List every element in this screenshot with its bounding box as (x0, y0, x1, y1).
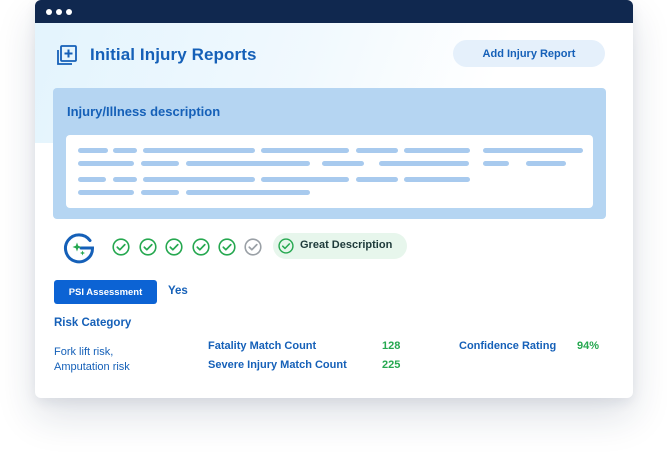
severe-injury-match-count-label: Severe Injury Match Count (208, 359, 347, 371)
risk-category-item: Fork lift risk, (54, 346, 114, 358)
placeholder-line (261, 177, 349, 182)
placeholder-line (186, 161, 310, 166)
check-passed-icon (218, 238, 236, 256)
placeholder-line (483, 161, 509, 166)
placeholder-line (141, 190, 179, 195)
check-circle-icon (278, 238, 294, 254)
placeholder-line (78, 148, 108, 153)
psi-assessment-value: Yes (168, 285, 188, 297)
risk-category-heading: Risk Category (54, 317, 132, 329)
check-passed-icon (112, 238, 130, 256)
placeholder-line (186, 190, 310, 195)
placeholder-line (356, 177, 398, 182)
fatality-match-count-value: 128 (382, 340, 401, 352)
app-window: Initial Injury Reports Add Injury Report… (35, 0, 633, 398)
placeholder-line (113, 148, 137, 153)
placeholder-line (113, 177, 137, 182)
placeholder-line (78, 177, 106, 182)
g-sparkle-logo-icon (64, 233, 95, 264)
window-dot-1[interactable] (46, 9, 52, 15)
placeholder-line (404, 148, 470, 153)
check-passed-icon (192, 238, 210, 256)
placeholder-line (143, 177, 255, 182)
description-panel: Injury/Illness description (53, 88, 606, 219)
placeholder-line (261, 148, 349, 153)
placeholder-line (143, 148, 255, 153)
placeholder-line (356, 148, 398, 153)
window-titlebar (35, 0, 633, 23)
check-passed-icon (139, 238, 157, 256)
page-title: Initial Injury Reports (90, 45, 257, 64)
psi-assessment-button[interactable]: PSI Assessment (54, 280, 157, 304)
placeholder-line (379, 161, 469, 166)
check-pending-icon (244, 238, 262, 256)
placeholder-line (404, 177, 470, 182)
fatality-match-count-label: Fatality Match Count (208, 340, 317, 352)
add-injury-report-button[interactable]: Add Injury Report (453, 40, 605, 67)
add-document-icon (57, 45, 77, 65)
confidence-rating-label: Confidence Rating (459, 340, 557, 352)
confidence-rating-value: 94% (577, 340, 600, 352)
risk-category-item: Amputation risk (54, 361, 130, 373)
placeholder-line (78, 161, 134, 166)
placeholder-line (78, 190, 134, 195)
severe-injury-match-count-value: 225 (382, 359, 401, 371)
window-dot-2[interactable] (56, 9, 62, 15)
placeholder-line (526, 161, 566, 166)
check-passed-icon (165, 238, 183, 256)
description-label: Injury/Illness description (67, 104, 221, 119)
placeholder-line (322, 161, 364, 166)
placeholder-line (141, 161, 179, 166)
description-textbox[interactable] (66, 135, 593, 208)
great-description-badge: Great Description (273, 233, 407, 259)
window-dot-3[interactable] (66, 9, 72, 15)
placeholder-line (483, 148, 583, 153)
badge-label: Great Description (300, 239, 393, 251)
